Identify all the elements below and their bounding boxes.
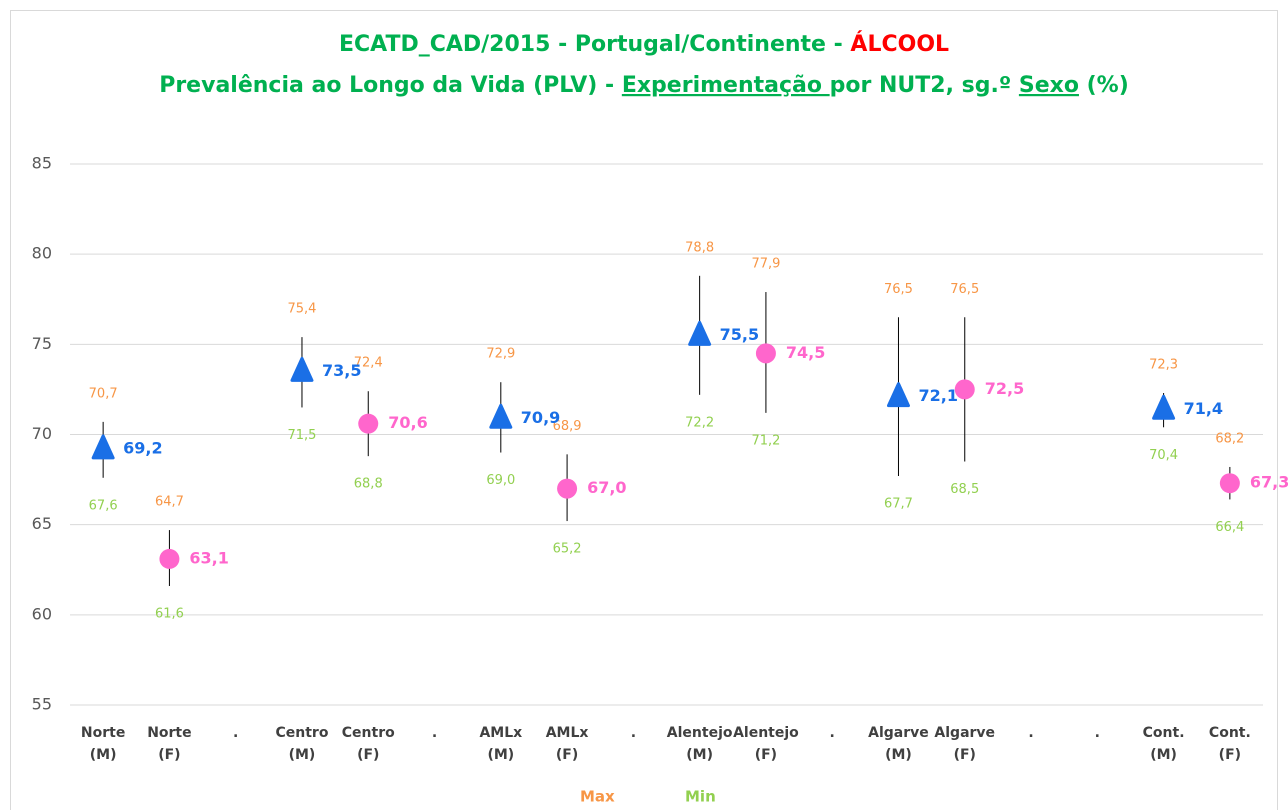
legend-entry: Max (580, 788, 615, 806)
x-tick-label: . (830, 725, 835, 741)
max-label: 78,8 (685, 240, 714, 255)
triangle-marker (688, 320, 712, 346)
y-tick-label: 80 (32, 244, 52, 263)
x-tick-label: Norte (81, 725, 125, 741)
y-tick-label: 75 (32, 334, 52, 353)
x-tick-label: (M) (289, 747, 316, 763)
value-label: 69,2 (123, 438, 162, 457)
max-label: 68,9 (553, 419, 582, 434)
min-label: 72,2 (685, 415, 714, 430)
chart-subtitle: Prevalência ao Longo da Vida (PLV) - Exp… (159, 73, 1129, 98)
value-label: 67,0 (587, 478, 626, 497)
max-label: 68,2 (1215, 431, 1244, 446)
x-tick-label: (M) (487, 747, 514, 763)
circle-marker (358, 413, 379, 434)
max-label: 64,7 (155, 495, 184, 510)
x-tick-label: Centro (342, 725, 395, 741)
min-label: 70,4 (1149, 448, 1178, 463)
min-label: 67,7 (884, 496, 913, 511)
value-label: 67,3 (1250, 473, 1288, 492)
x-tick-label: (M) (90, 747, 117, 763)
x-tick-label: (F) (954, 747, 976, 763)
y-tick-label: 55 (32, 695, 52, 714)
min-label: 69,0 (486, 473, 515, 488)
title-part: por NUT2, sg.º (830, 73, 1019, 98)
x-tick-label: Alentejo (733, 725, 799, 741)
value-label: 71,4 (1184, 399, 1223, 418)
x-tick-label: AMLx (479, 725, 522, 741)
value-label: 70,6 (388, 413, 427, 432)
x-tick-label: (F) (556, 747, 578, 763)
value-label: 72,5 (985, 379, 1024, 398)
min-label: 68,5 (950, 482, 979, 497)
value-label: 73,5 (322, 361, 361, 380)
x-tick-label: (F) (1219, 747, 1241, 763)
x-tick-label: AMLx (546, 725, 589, 741)
min-label: 71,5 (287, 428, 316, 443)
max-label: 75,4 (287, 302, 316, 317)
circle-marker (159, 548, 180, 569)
max-label: 76,5 (950, 282, 979, 297)
x-tick-label: (F) (158, 747, 180, 763)
value-label: 63,1 (189, 548, 228, 567)
title-part: ECATD_CAD/2015 - Portugal/Continente - (339, 32, 850, 57)
min-label: 65,2 (553, 542, 582, 557)
max-label: 70,7 (89, 386, 118, 401)
x-tick-label: . (1095, 725, 1100, 741)
x-tick-label: Centro (275, 725, 328, 741)
title-part: ÁLCOOL (850, 31, 949, 57)
min-label: 61,6 (155, 606, 184, 621)
max-label: 72,4 (354, 356, 383, 371)
title-part: Experimentação (622, 73, 830, 98)
min-label: 68,8 (354, 477, 383, 492)
max-label: 72,9 (486, 347, 515, 362)
min-label: 66,4 (1215, 520, 1244, 535)
triangle-marker (886, 382, 910, 408)
y-tick-label: 70 (32, 424, 52, 443)
chart-title: ECATD_CAD/2015 - Portugal/Continente - Á… (339, 31, 949, 57)
x-tick-label: Algarve (934, 725, 995, 741)
min-label: 67,6 (89, 498, 118, 513)
title-part: Sexo (1019, 73, 1079, 98)
max-label: 77,9 (751, 257, 780, 272)
title-part: Prevalência ao Longo da Vida (PLV) - (159, 73, 622, 98)
circle-marker (1219, 473, 1240, 494)
max-label: 76,5 (884, 282, 913, 297)
y-tick-label: 85 (32, 154, 52, 173)
y-tick-label: 60 (32, 604, 52, 623)
max-label: 72,3 (1149, 358, 1178, 373)
x-tick-label: . (432, 725, 437, 741)
triangle-marker (91, 434, 115, 460)
x-tick-label: . (631, 725, 636, 741)
triangle-marker (1152, 394, 1176, 420)
value-label: 74,5 (786, 343, 825, 362)
legend-entry: Min (685, 788, 716, 806)
value-label: 70,9 (521, 408, 560, 427)
x-tick-label: (F) (755, 747, 777, 763)
x-tick-label: Cont. (1143, 725, 1185, 741)
title-part: (%) (1079, 73, 1129, 98)
circle-marker (954, 379, 975, 400)
x-tick-label: . (1028, 725, 1033, 741)
value-label: 72,1 (918, 386, 957, 405)
x-tick-label: . (233, 725, 238, 741)
x-tick-label: Alentejo (667, 725, 733, 741)
value-label: 75,5 (720, 325, 759, 344)
x-tick-label: (F) (357, 747, 379, 763)
x-tick-label: Algarve (868, 725, 929, 741)
x-tick-label: Cont. (1209, 725, 1251, 741)
x-tick-label: Norte (147, 725, 191, 741)
min-label: 71,2 (751, 433, 780, 448)
x-tick-label: (M) (686, 747, 713, 763)
y-tick-label: 65 (32, 514, 52, 533)
chart-frame (10, 10, 1278, 810)
triangle-marker (290, 356, 314, 382)
circle-marker (557, 478, 578, 499)
x-tick-label: (M) (1150, 747, 1177, 763)
circle-marker (755, 343, 776, 364)
x-tick-label: (M) (885, 747, 912, 763)
triangle-marker (489, 403, 513, 429)
